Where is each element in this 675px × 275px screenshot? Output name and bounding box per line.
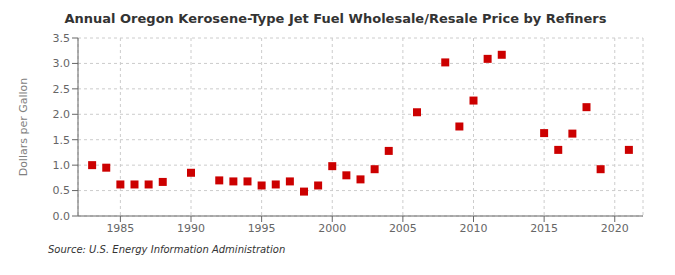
svg-text:0.5: 0.5 [53, 184, 71, 197]
svg-text:2.0: 2.0 [53, 108, 71, 121]
svg-text:0.0: 0.0 [53, 210, 71, 223]
svg-text:2015: 2015 [530, 222, 558, 235]
svg-text:2000: 2000 [318, 222, 346, 235]
svg-text:1.0: 1.0 [53, 159, 71, 172]
svg-text:2.5: 2.5 [53, 83, 71, 96]
svg-text:3.5: 3.5 [53, 32, 71, 45]
svg-text:1.5: 1.5 [53, 134, 71, 147]
svg-text:2010: 2010 [460, 222, 488, 235]
svg-text:2020: 2020 [601, 222, 629, 235]
svg-text:1990: 1990 [177, 222, 205, 235]
svg-text:Dollars per Gallon: Dollars per Gallon [17, 78, 30, 177]
svg-text:3.0: 3.0 [53, 57, 71, 70]
html-text:Source: U.S. Energy Informatio: Source: U.S. Energy Information Administ… [48, 244, 286, 255]
svg-text:1985: 1985 [106, 222, 134, 235]
html-text:Annual Oregon Kerosene-Type Je: Annual Oregon Kerosene-Type Jet Fuel Who… [64, 11, 607, 26]
svg-text:2005: 2005 [389, 222, 417, 235]
svg-text:1995: 1995 [248, 222, 276, 235]
